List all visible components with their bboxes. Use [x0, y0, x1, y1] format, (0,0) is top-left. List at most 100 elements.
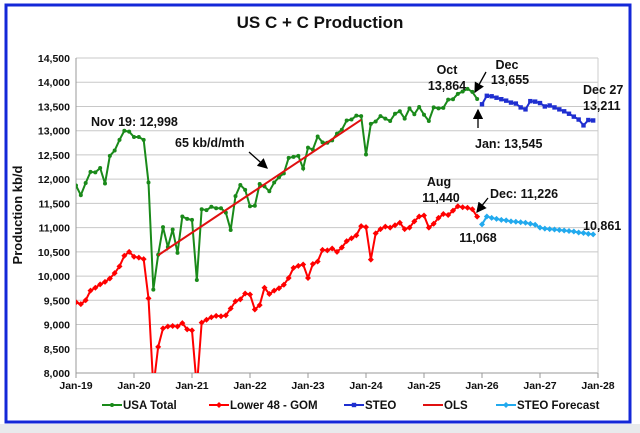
data-point	[378, 114, 383, 119]
data-point	[425, 224, 432, 231]
annotation-oct-value: 13,864	[428, 79, 466, 93]
chart-frame	[4, 3, 632, 424]
data-point	[329, 245, 336, 252]
data-point	[508, 100, 514, 105]
data-point	[344, 118, 349, 123]
data-point	[145, 295, 152, 302]
data-point	[547, 103, 552, 108]
data-point	[141, 137, 146, 142]
y-tick-label: 9,000	[44, 320, 70, 332]
data-point	[83, 181, 88, 186]
data-point	[351, 402, 357, 408]
legend-label: STEO Forecast	[517, 400, 600, 412]
data-point	[383, 116, 388, 121]
data-point	[358, 223, 365, 230]
legend-label: STEO	[365, 400, 396, 412]
data-point	[233, 194, 238, 199]
data-point	[532, 221, 539, 228]
data-point	[537, 224, 543, 231]
data-point	[518, 105, 523, 110]
data-point	[213, 312, 220, 319]
data-point	[493, 215, 500, 222]
legend-item: USA Total	[102, 400, 177, 412]
series-usa-total	[76, 86, 480, 292]
data-point	[77, 301, 84, 308]
data-point	[107, 153, 112, 158]
data-point	[377, 226, 384, 233]
data-point	[280, 281, 287, 288]
data-point	[219, 206, 223, 211]
data-point	[561, 227, 568, 234]
data-point	[388, 119, 393, 123]
data-point	[503, 402, 509, 408]
y-tick-label: 12,000	[38, 174, 70, 186]
data-point	[373, 119, 378, 124]
data-point	[180, 214, 185, 219]
data-point	[503, 217, 510, 224]
annotation-dec27-label: Dec 27	[583, 83, 623, 97]
series-steo	[479, 93, 596, 128]
data-point	[590, 231, 597, 238]
y-tick-label: 8,000	[44, 368, 70, 380]
data-point	[527, 220, 534, 227]
data-point	[266, 291, 273, 298]
x-tick-label: Jan-23	[291, 380, 324, 392]
y-tick-label: 11,500	[38, 198, 70, 210]
data-point	[474, 213, 481, 220]
data-point	[190, 217, 194, 222]
x-tick-label: Jan-28	[581, 380, 614, 392]
data-point	[513, 101, 519, 106]
data-point	[102, 278, 108, 285]
data-point	[393, 111, 397, 116]
x-tick-label: Jan-20	[117, 380, 150, 392]
data-point	[76, 299, 79, 306]
data-point	[164, 323, 171, 330]
data-point	[295, 262, 302, 269]
data-point	[203, 316, 210, 323]
data-point	[397, 109, 402, 114]
data-point	[581, 123, 586, 128]
data-point	[441, 105, 446, 110]
data-point	[517, 219, 524, 226]
data-point	[175, 250, 180, 255]
x-tick-label: Jan-22	[233, 380, 266, 392]
series-line	[157, 118, 362, 257]
data-point	[103, 181, 107, 186]
data-point	[334, 248, 340, 255]
data-point	[450, 207, 456, 214]
data-point	[214, 206, 219, 211]
series-lower-48-gom	[76, 203, 481, 373]
data-point	[174, 323, 181, 330]
data-point	[396, 219, 403, 226]
data-point	[392, 222, 398, 229]
data-point	[194, 277, 199, 282]
data-point	[242, 290, 249, 297]
annotation-oct-label: Oct	[437, 63, 459, 77]
data-point	[455, 91, 460, 96]
data-point	[557, 107, 562, 112]
data-point	[179, 320, 186, 327]
data-point	[354, 113, 359, 118]
data-point	[112, 148, 117, 153]
data-point	[475, 96, 480, 101]
data-point	[87, 287, 94, 294]
data-point	[92, 284, 99, 291]
data-point	[146, 180, 151, 185]
data-point	[97, 281, 104, 288]
data-point	[136, 134, 141, 139]
data-point	[454, 203, 461, 210]
data-point	[494, 95, 499, 100]
data-point	[566, 228, 572, 235]
data-point	[247, 291, 253, 298]
data-point	[296, 153, 301, 158]
data-point	[464, 204, 471, 211]
data-point	[261, 284, 268, 291]
data-point	[257, 182, 262, 186]
data-point	[135, 254, 142, 261]
data-point	[552, 105, 557, 110]
arrow-dec-lower	[476, 197, 489, 214]
data-point	[185, 216, 190, 221]
data-point	[436, 106, 441, 111]
data-point	[561, 109, 567, 114]
data-point	[503, 98, 509, 103]
